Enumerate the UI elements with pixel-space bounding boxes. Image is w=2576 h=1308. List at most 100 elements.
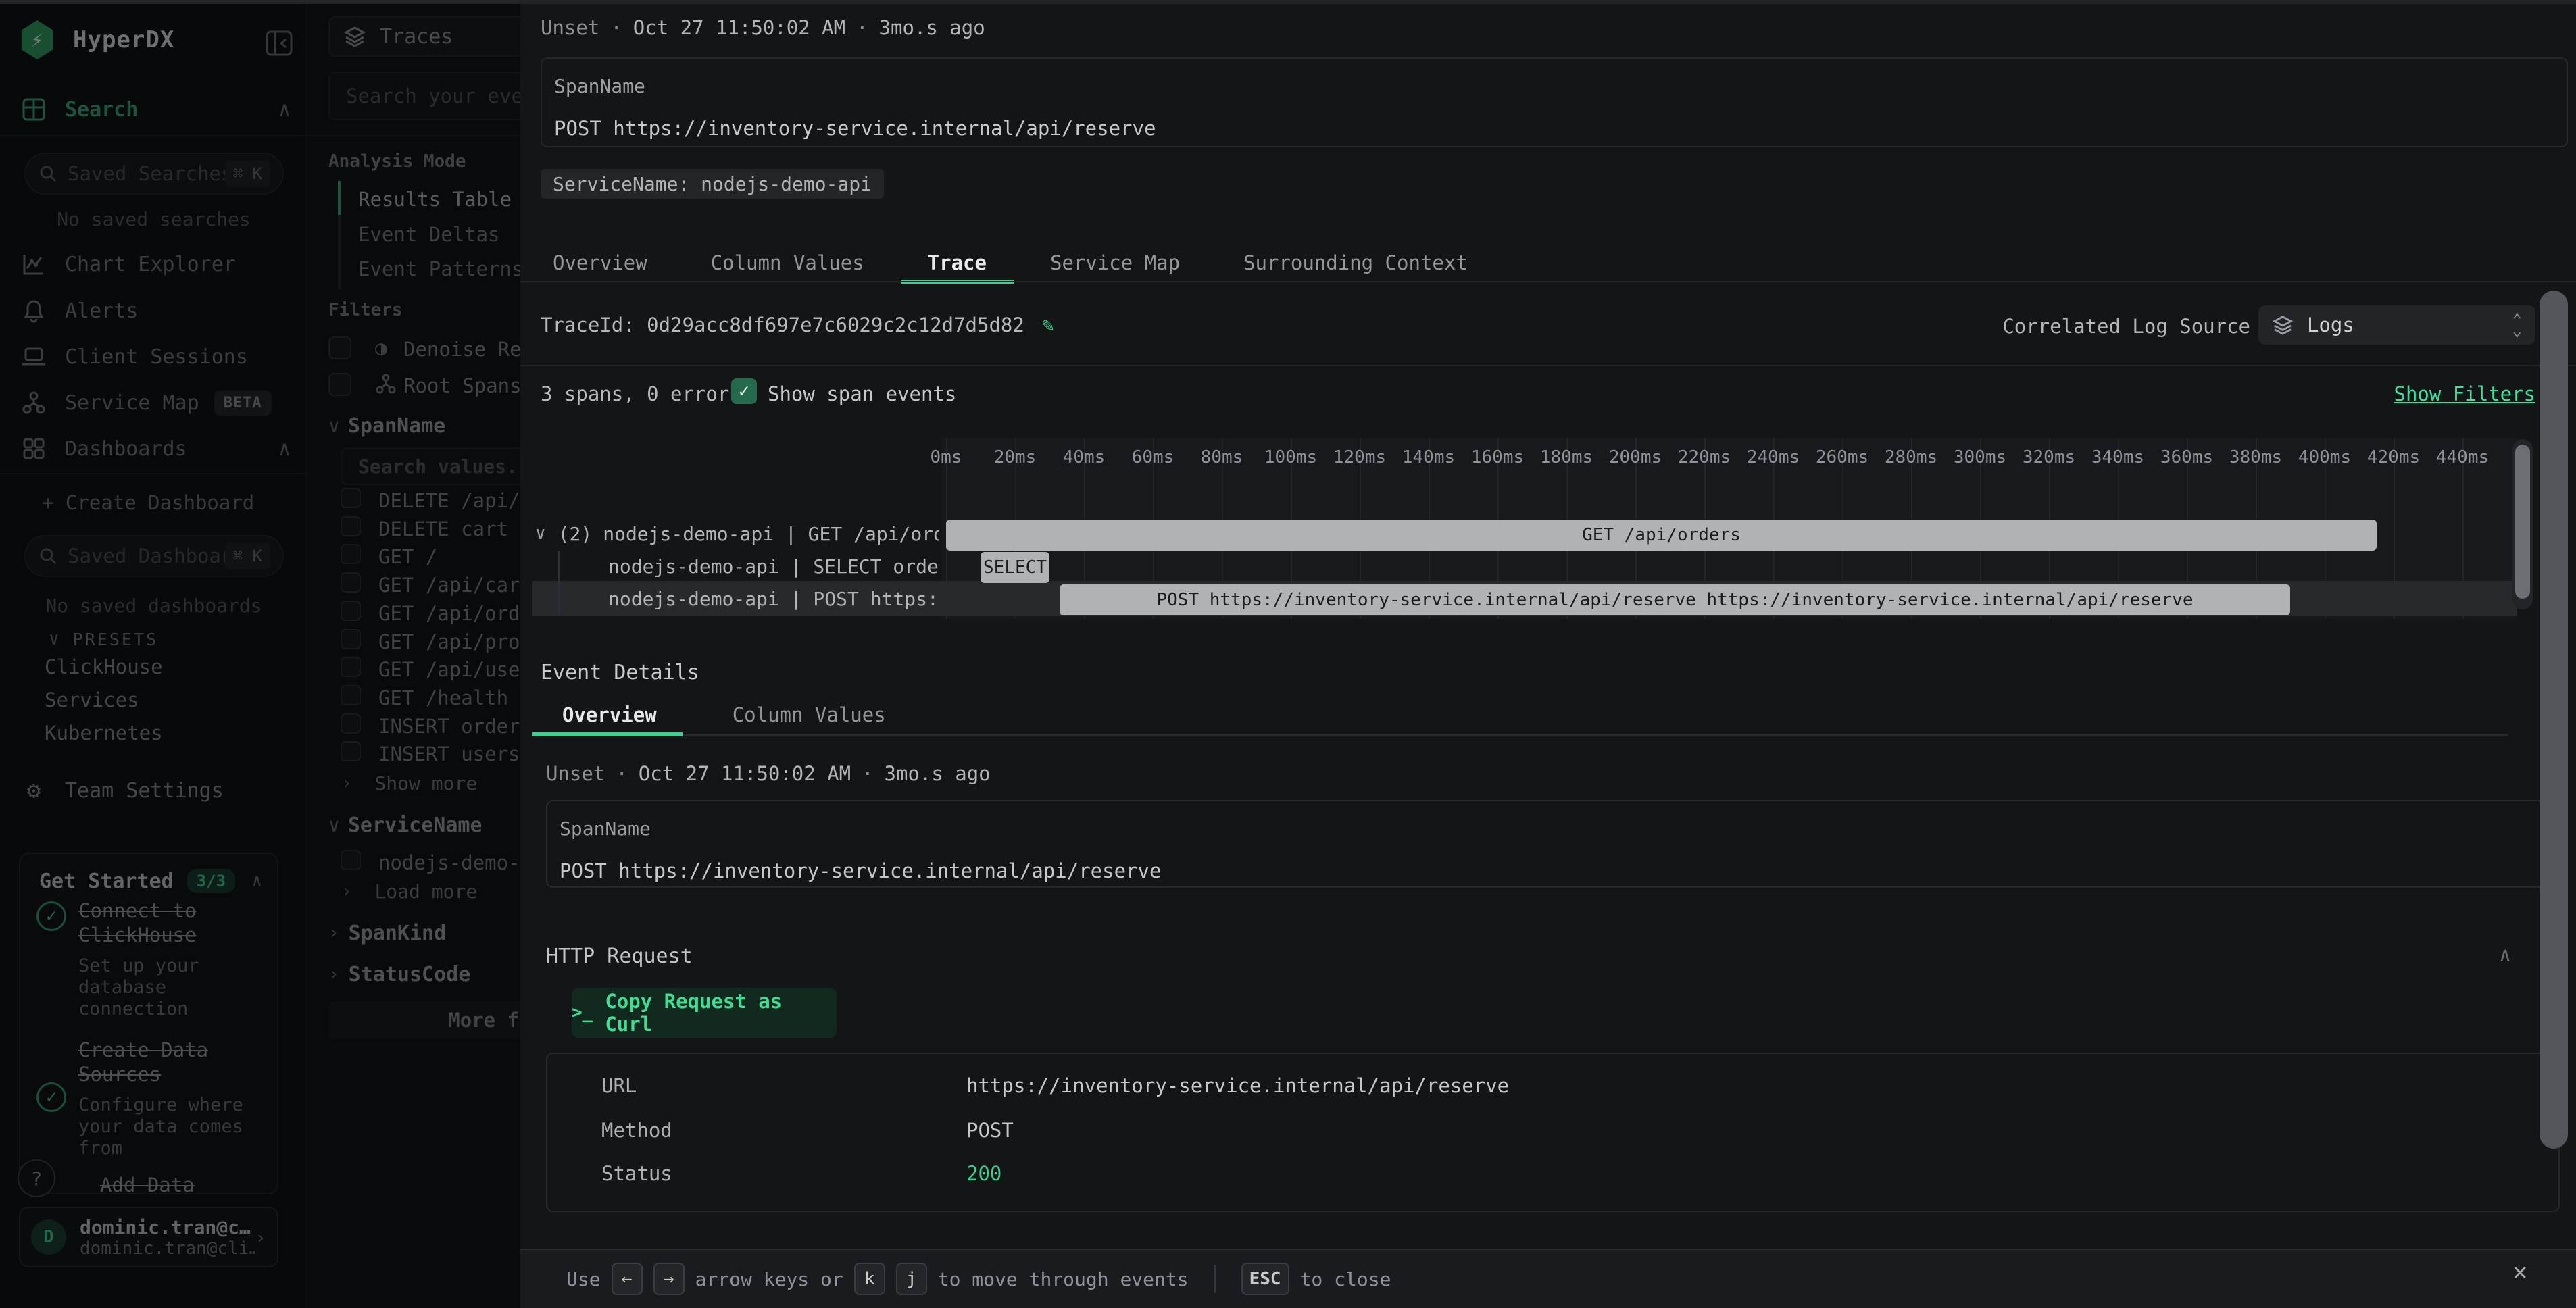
span-name-value: POST https://inventory-service.internal/… bbox=[560, 859, 1162, 882]
detail-key: Method bbox=[601, 1119, 672, 1142]
trace-id-row: TraceId: 0d29acc8df697e7c6029c2c12d7d5d8… bbox=[541, 307, 1054, 343]
event-details-tabs: Overview Column Values bbox=[532, 696, 916, 734]
separator: · bbox=[856, 16, 868, 39]
timestamp-text: Oct 27 11:50:02 AM bbox=[638, 762, 851, 785]
span-bar-get-orders[interactable]: GET /api/orders bbox=[946, 520, 2377, 551]
section-divider bbox=[520, 365, 2576, 366]
span-label-text: nodejs-demo-api | SELECT orders bbox=[608, 555, 939, 578]
trace-id-text: TraceId: 0d29acc8df697e7c6029c2c12d7d5d8… bbox=[541, 313, 1024, 336]
show-span-events-label[interactable]: Show span events bbox=[768, 382, 957, 405]
tab-label: Service Map bbox=[1049, 251, 1181, 274]
separator: · bbox=[610, 16, 622, 39]
span-name-label: SpanName bbox=[560, 818, 651, 840]
severity-text: Unset bbox=[546, 762, 605, 785]
key-arrow-left[interactable]: ← bbox=[611, 1263, 643, 1295]
tab-trace[interactable]: Trace bbox=[900, 243, 1014, 284]
timeline-tick: 140ms bbox=[1402, 447, 1456, 468]
collapse-span-icon[interactable]: ∨ bbox=[535, 524, 546, 544]
collapse-section-icon[interactable]: ∧ bbox=[2498, 943, 2511, 967]
tab-label: Overview bbox=[553, 251, 647, 274]
timeline-tick: 280ms bbox=[1884, 447, 1938, 468]
separator: · bbox=[862, 762, 874, 785]
edit-pencil-icon[interactable]: ✎ bbox=[1041, 313, 1054, 337]
log-source-select[interactable]: Logs ⌃ ⌄ bbox=[2258, 305, 2535, 345]
span-row-label[interactable]: ∨ (2) nodejs-demo-api | GET /api/orders bbox=[535, 518, 939, 550]
span-row-label[interactable]: nodejs-demo-api | SELECT orders bbox=[608, 550, 939, 582]
timeline-tick: 340ms bbox=[2091, 447, 2145, 468]
timeline-tick: 260ms bbox=[1815, 447, 1869, 468]
show-filters-link[interactable]: Show Filters bbox=[2394, 382, 2535, 405]
window-top-edge bbox=[0, 0, 2576, 4]
key-label: ESC bbox=[1249, 1269, 1281, 1289]
key-esc[interactable]: ESC bbox=[1241, 1263, 1289, 1295]
close-icon: ✕ bbox=[2512, 1258, 2527, 1286]
timeline-tick: 0ms bbox=[930, 447, 962, 468]
tab-surrounding-context[interactable]: Surrounding Context bbox=[1216, 243, 1495, 282]
timeline-tick: 240ms bbox=[1746, 447, 1800, 468]
detail-row-method: Method POST bbox=[601, 1119, 1014, 1142]
timeline-tick: 360ms bbox=[2160, 447, 2214, 468]
timeline-tick: 80ms bbox=[1200, 447, 1243, 468]
relative-time-text: 3mo.s ago bbox=[884, 762, 991, 785]
waterfall-scrollbar-thumb[interactable] bbox=[2515, 445, 2530, 599]
http-request-title: HTTP Request bbox=[546, 945, 693, 968]
timeline-tick: 440ms bbox=[2435, 447, 2490, 468]
tab-ev-overview[interactable]: Overview bbox=[532, 696, 687, 734]
tab-label: Overview bbox=[562, 703, 657, 726]
key-j[interactable]: j bbox=[895, 1263, 927, 1295]
span-row-label[interactable]: nodejs-demo-api | POST https://inventory… bbox=[608, 582, 939, 615]
span-label-text: nodejs-demo-api | POST https://inventory… bbox=[608, 587, 939, 610]
arrow-right-icon: → bbox=[663, 1269, 674, 1289]
key-label: k bbox=[864, 1269, 875, 1289]
close-modal-button[interactable]: ✕ bbox=[2512, 1258, 2527, 1286]
check-icon: ✓ bbox=[739, 381, 749, 401]
modal-scrollbar-thumb[interactable] bbox=[2540, 291, 2568, 1149]
span-bar-post-reserve[interactable]: POST https://inventory-service.internal/… bbox=[1060, 584, 2290, 615]
timeline-axis: 0ms 20ms 40ms 60ms 80ms 100ms 120ms 140ms 160ms 1… bbox=[912, 447, 2497, 468]
show-span-events-checkbox[interactable]: ✓ bbox=[731, 378, 757, 404]
select-caret-icon: ⌃ ⌄ bbox=[2512, 310, 2522, 340]
timeline-tick: 20ms bbox=[993, 447, 1037, 468]
caret-down-icon: ⌄ bbox=[2512, 321, 2522, 340]
timeline-tick: 160ms bbox=[1470, 447, 1525, 468]
detail-value[interactable]: https://inventory-service.internal/api/r… bbox=[966, 1074, 1510, 1097]
tab-label: Column Values bbox=[732, 703, 886, 726]
detail-key: Status bbox=[601, 1162, 672, 1185]
detail-value[interactable]: 200 bbox=[966, 1162, 1002, 1185]
layers-icon bbox=[2272, 316, 2294, 335]
span-child-count: (2) bbox=[558, 522, 593, 545]
detail-value[interactable]: POST bbox=[966, 1119, 1014, 1142]
event-details-title: Event Details bbox=[541, 661, 699, 684]
footer-divider bbox=[1214, 1265, 1216, 1293]
copy-curl-button[interactable]: >_ Copy Request as Curl bbox=[572, 988, 837, 1038]
caret-up-icon: ⌃ bbox=[2512, 310, 2522, 329]
span-bar-label: SELECT bbox=[983, 557, 1047, 578]
tab-ev-column-values[interactable]: Column Values bbox=[703, 696, 916, 734]
shortcut-footer: Use ← → arrow keys or k j to move throug… bbox=[520, 1249, 2576, 1308]
terminal-icon: >_ bbox=[572, 1003, 593, 1023]
tab-service-map[interactable]: Service Map bbox=[1023, 243, 1207, 282]
key-arrow-right[interactable]: → bbox=[653, 1263, 685, 1295]
log-source-value: Logs bbox=[2307, 313, 2354, 336]
footer-text: to close bbox=[1299, 1267, 1391, 1290]
service-name-chip[interactable]: ServiceName: nodejs-demo-api bbox=[541, 169, 885, 199]
tab-overview[interactable]: Overview bbox=[526, 243, 674, 282]
timeline-tick: 40ms bbox=[1062, 447, 1106, 468]
event-meta-line: Unset · Oct 27 11:50:02 AM · 3mo.s ago bbox=[546, 762, 991, 785]
timeline-tick: 180ms bbox=[1539, 447, 1593, 468]
service-name-chip-label: ServiceName: nodejs-demo-api bbox=[553, 172, 872, 195]
timestamp-text: Oct 27 11:50:02 AM bbox=[633, 16, 846, 39]
span-bar-select-orders[interactable]: SELECT bbox=[981, 552, 1049, 583]
tab-label: Surrounding Context bbox=[1243, 251, 1468, 274]
footer-text: to move through events bbox=[937, 1267, 1189, 1290]
event-tabs-track bbox=[532, 734, 2508, 736]
span-label-text: nodejs-demo-api | GET /api/orders bbox=[603, 522, 939, 545]
key-k[interactable]: k bbox=[853, 1263, 885, 1295]
event-tabs-active-underline bbox=[532, 732, 683, 736]
span-name-card: SpanName POST https://inventory-service.… bbox=[541, 57, 2568, 147]
tab-column-values[interactable]: Column Values bbox=[684, 243, 891, 282]
span-count-text: 3 spans, 0 errors bbox=[541, 382, 741, 405]
timeline-tick: 220ms bbox=[1677, 447, 1731, 468]
timeline-tick: 200ms bbox=[1608, 447, 1662, 468]
